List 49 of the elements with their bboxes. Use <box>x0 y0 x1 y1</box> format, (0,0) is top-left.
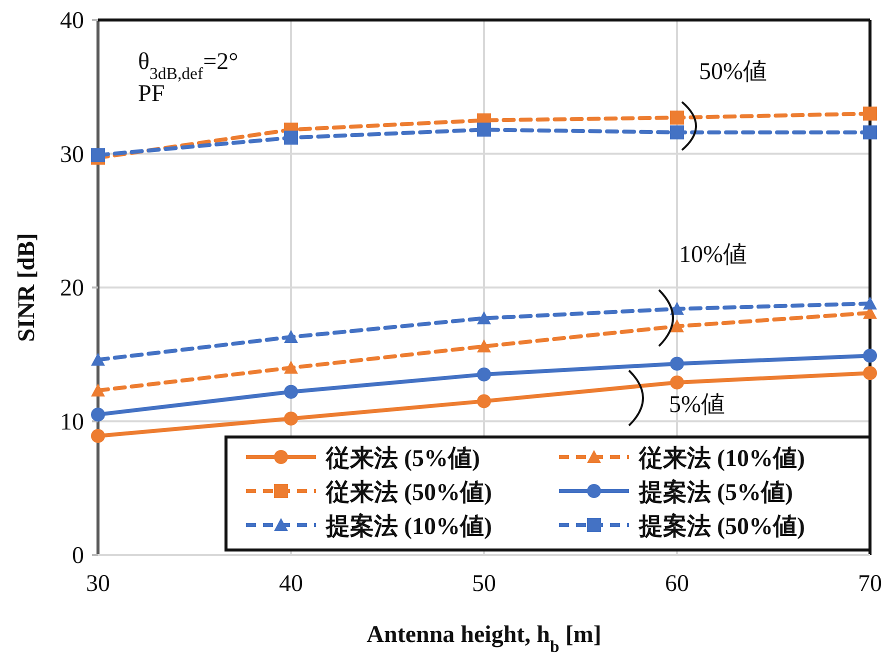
point <box>477 367 491 382</box>
point <box>863 366 877 380</box>
point <box>91 352 105 366</box>
point <box>670 110 684 125</box>
legend-label: 従来法 (50%値) <box>325 479 492 506</box>
annotation: 50%値 <box>699 59 767 85</box>
y-tick-label: 0 <box>72 543 84 569</box>
point <box>284 360 298 374</box>
x-tick-label: 60 <box>665 571 689 597</box>
point <box>91 408 105 422</box>
y-tick-label: 10 <box>60 409 84 436</box>
point <box>284 330 298 343</box>
point <box>863 106 877 121</box>
annotation: 5%値 <box>669 392 725 418</box>
legend-label: 提案法 (10%値) <box>325 512 492 540</box>
point <box>284 412 298 426</box>
y-tick-label: 40 <box>60 8 84 34</box>
legend-label: 従来法 (5%値) <box>325 445 480 472</box>
point <box>863 296 877 310</box>
x-tick-label: 30 <box>86 571 110 597</box>
point <box>670 125 684 140</box>
legend-label: 提案法 (5%値) <box>638 478 793 506</box>
point <box>477 311 491 324</box>
y-axis-title: SINR [dB] <box>14 233 40 342</box>
point <box>670 356 684 371</box>
point <box>670 302 684 315</box>
point <box>91 428 105 443</box>
point <box>477 394 491 408</box>
point <box>284 130 298 145</box>
point <box>284 384 298 399</box>
x-tick-label: 70 <box>858 571 882 597</box>
x-axis-title: Antenna height, h$_{b}$ [m] <box>366 622 602 655</box>
point <box>477 122 491 137</box>
point <box>863 125 877 140</box>
annotation: 10%値 <box>679 242 747 268</box>
x-tick-label: 50 <box>472 571 496 597</box>
x-tick-label: 40 <box>279 571 303 597</box>
y-tick-label: 30 <box>60 142 84 168</box>
y-tick-label: 20 <box>60 276 84 302</box>
annotation: PF <box>138 81 165 107</box>
point <box>477 339 491 352</box>
point <box>91 148 105 162</box>
point <box>670 319 684 332</box>
point <box>91 383 105 396</box>
legend-label: 提案法 (50%値) <box>638 512 805 540</box>
legend-label: 従来法 (10%値) <box>638 445 805 472</box>
point <box>670 375 684 390</box>
annotation: θ$_{3dB,def}$=2° <box>138 49 238 82</box>
point <box>863 348 877 363</box>
